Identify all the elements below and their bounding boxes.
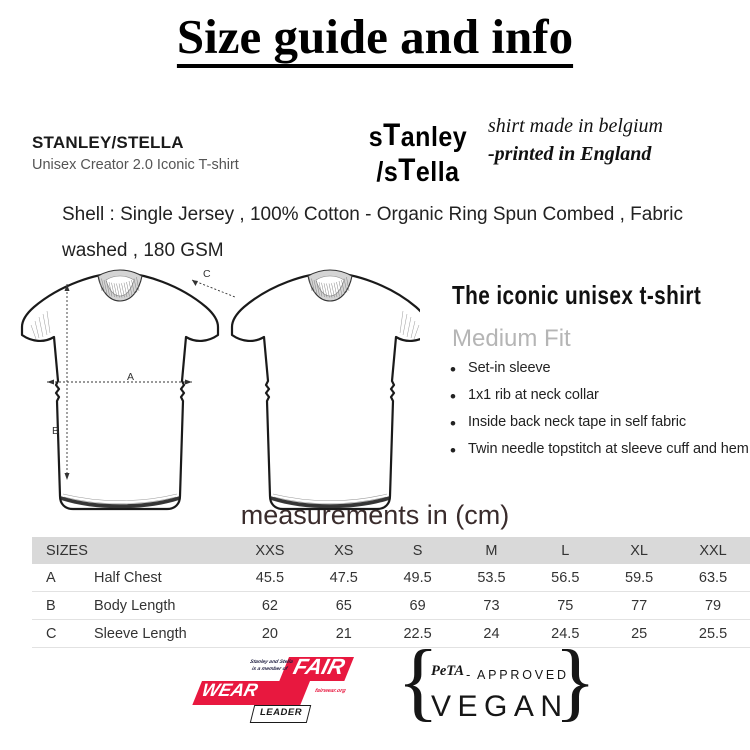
svg-text:A: A	[127, 371, 134, 383]
svg-text:C: C	[203, 268, 211, 280]
svg-text:B: B	[52, 425, 59, 437]
